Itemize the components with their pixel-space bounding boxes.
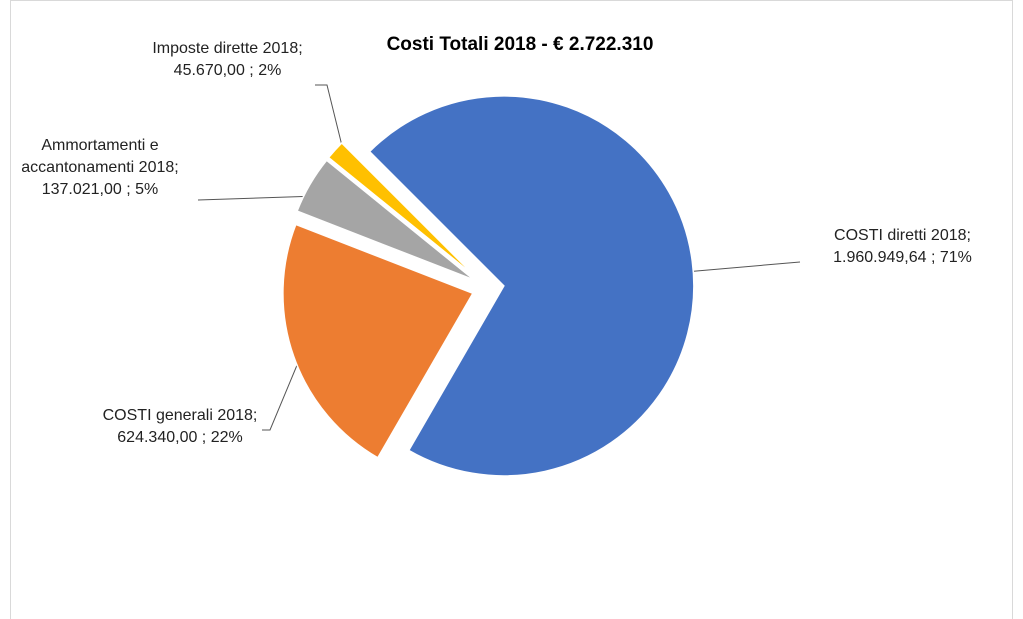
data-label: COSTI generali 2018; 624.340,00 ; 22% — [102, 407, 258, 446]
data-label: COSTI diretti 2018; 1.960.949,64 ; 71% — [833, 227, 972, 266]
pie-slice — [296, 159, 475, 281]
data-label: Imposte dirette 2018; 45.670,00 ; 2% — [152, 40, 303, 79]
leader-line — [197, 195, 319, 201]
data-label: Ammortamenti e accantonamenti 2018; 137.… — [21, 137, 179, 198]
leader-line — [262, 357, 301, 431]
pie-slice — [282, 223, 474, 459]
chart-title: Costi Totali 2018 - € 2.722.310 — [387, 34, 654, 55]
pie-slice — [368, 95, 695, 477]
chart-border — [10, 0, 1013, 619]
leader-line — [684, 261, 801, 273]
leader-line — [315, 84, 346, 159]
pie-slice — [327, 141, 477, 278]
leader-lines — [197, 84, 801, 431]
